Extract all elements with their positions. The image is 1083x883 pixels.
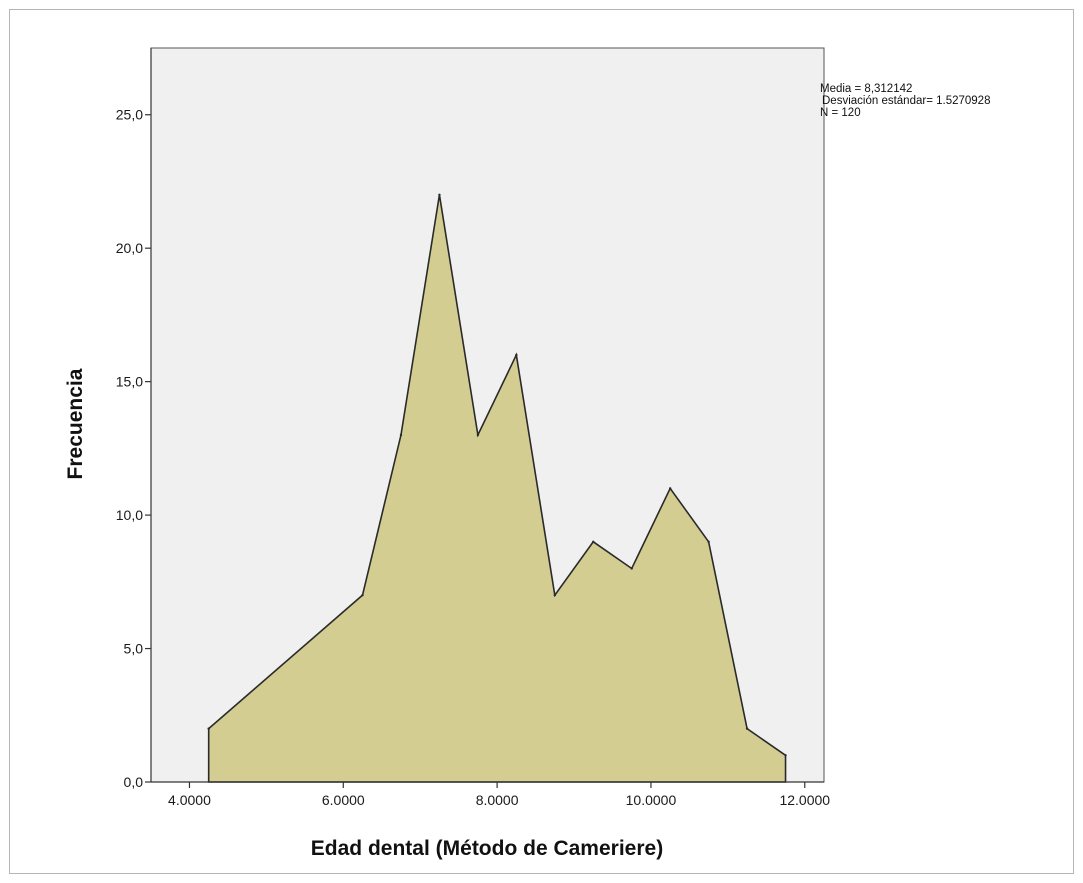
x-tick-label-1: 6.0000 [322, 792, 365, 808]
data-point-9 [668, 487, 672, 490]
y-axis-title: Frecuencia [64, 368, 87, 479]
data-point-1 [361, 593, 364, 597]
data-point-7 [592, 540, 595, 543]
data-marks [207, 193, 787, 783]
data-point-3 [438, 193, 441, 196]
data-point-6 [553, 593, 556, 597]
y-tick-label-5: 25,0 [116, 107, 143, 123]
data-point-4 [476, 433, 480, 437]
x-axis-title: Edad dental (Método de Cameriere) [311, 837, 663, 860]
axes: 0,0 5,0 10,0 15,0 20,0 25,0 4.0000 6.0000 8.0000… [116, 48, 830, 808]
stats-std: Desviación estándar= 1.5270928 [822, 95, 990, 107]
y-tick-label-1: 5,0 [124, 641, 144, 657]
stats-n: N = 120 [820, 107, 861, 119]
stats-mean: Media = 8,312142 [820, 83, 912, 95]
data-point-12 [784, 754, 787, 757]
frequency-area [207, 194, 787, 783]
x-tick-label-3: 10.0000 [626, 792, 677, 808]
frequency-polygon-chart: 0,0 5,0 10,0 15,0 20,0 25,0 4.0000 6.0000 8.0000… [64, 47, 990, 860]
y-tick-label-0: 0,0 [124, 774, 144, 790]
data-point-8 [630, 567, 633, 570]
x-tick-label-4: 12.0000 [779, 792, 830, 808]
data-point-0 [207, 727, 210, 730]
data-point-2 [399, 433, 403, 437]
data-point-10 [707, 540, 710, 543]
y-tick-label-4: 20,0 [116, 240, 143, 256]
x-tick-label-2: 8.0000 [476, 792, 519, 808]
stats-legend: Media = 8,312142 Desviación estándar= 1.… [820, 83, 990, 119]
y-tick-label-2: 10,0 [116, 507, 143, 523]
x-tick-label-0: 4.0000 [168, 792, 211, 808]
data-point-11 [745, 727, 749, 730]
data-point-5 [515, 353, 518, 357]
y-tick-label-3: 15,0 [116, 374, 143, 390]
chart-frame: 0,0 5,0 10,0 15,0 20,0 25,0 4.0000 6.0000 8.0000… [9, 9, 1074, 874]
